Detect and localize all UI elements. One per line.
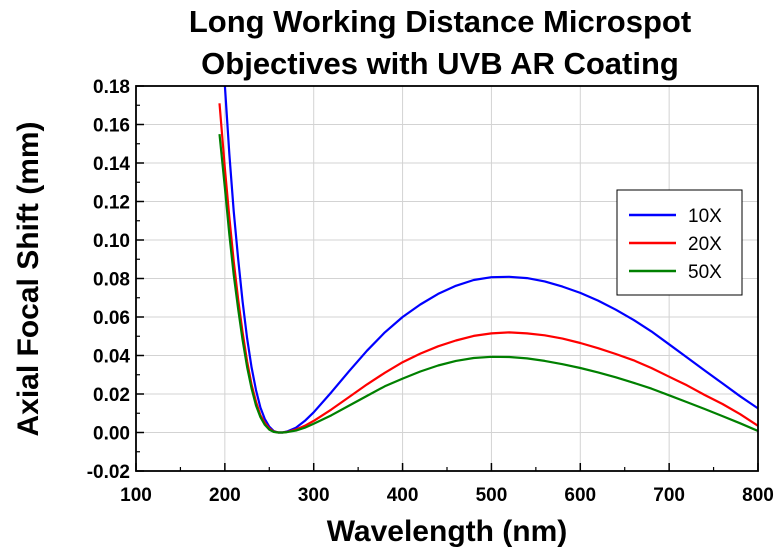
- y-tick-label: 0.02: [93, 385, 130, 406]
- series-line-10X: [223, 86, 758, 434]
- x-axis-label: Wavelength (nm): [327, 515, 568, 548]
- y-tick-label: 0.00: [93, 424, 130, 445]
- series-lines: [218, 86, 758, 434]
- legend: 10X 20X 50X: [616, 189, 743, 296]
- legend-label-10X: 10X: [688, 206, 722, 227]
- x-tick-label: 400: [387, 485, 419, 506]
- series-line-50X: [218, 133, 758, 434]
- grid-lines: [136, 86, 758, 471]
- chart-title-line-2: Objectives with UVB AR Coating: [201, 46, 679, 81]
- y-tick-label: 0.10: [93, 231, 130, 252]
- y-tick-labels: -0.02 0.00 0.02 0.04 0.06 0.08 0.10 0.12 0.14 0.1…: [87, 77, 131, 483]
- y-tick-label: 0.16: [93, 116, 130, 137]
- y-tick-label: 0.04: [93, 347, 130, 368]
- legend-label-20X: 20X: [688, 234, 722, 255]
- x-tick-label: 200: [209, 485, 241, 506]
- x-tick-label: 800: [742, 485, 774, 506]
- x-tick-label: 600: [564, 485, 596, 506]
- y-tick-label: -0.02: [87, 462, 130, 483]
- axis-ticks: [135, 85, 759, 472]
- x-tick-label: 300: [298, 485, 330, 506]
- legend-label-50X: 50X: [688, 262, 722, 283]
- y-tick-label: 0.06: [93, 308, 130, 329]
- x-tick-labels: 100 200 300 400 500 600 700 800: [120, 485, 774, 506]
- y-tick-label: 0.08: [93, 270, 130, 291]
- y-tick-label: 0.12: [93, 193, 130, 214]
- y-tick-label: 0.14: [93, 154, 130, 175]
- x-tick-label: 100: [120, 485, 152, 506]
- x-tick-label: 700: [653, 485, 685, 506]
- y-axis-label: Axial Focal Shift (mm): [12, 121, 45, 436]
- chart-title-line-1: Long Working Distance Microspot: [188, 4, 692, 39]
- y-tick-label: 0.18: [93, 77, 130, 98]
- x-tick-label: 500: [476, 485, 508, 506]
